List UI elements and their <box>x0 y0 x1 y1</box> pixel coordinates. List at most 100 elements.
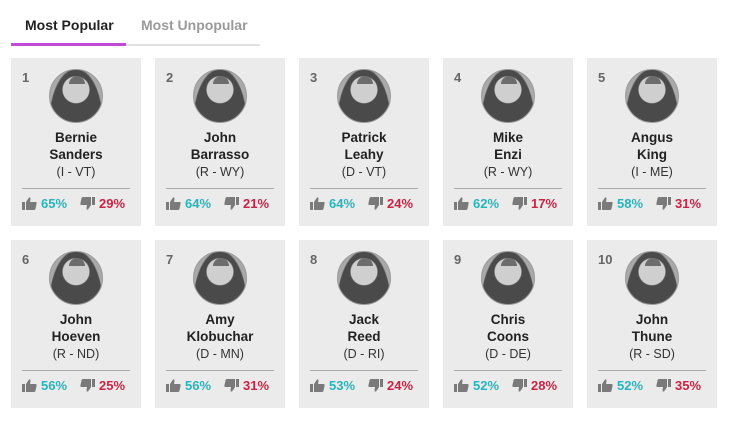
thumbs-up-icon <box>22 197 37 210</box>
first-name: John <box>59 312 93 327</box>
thumbs-down-icon <box>656 379 671 392</box>
senator-name: John Hoeven <box>11 311 141 345</box>
tab-most-unpopular[interactable]: Most Unpopular <box>141 17 248 33</box>
approve-percent: 56% <box>41 378 68 393</box>
thumbs-up-icon <box>166 197 181 210</box>
disapprove-percent: 28% <box>531 378 558 393</box>
approval-stats: 53% 24% <box>310 378 422 394</box>
divider <box>310 188 418 189</box>
last-name: Leahy <box>344 147 384 162</box>
last-name: King <box>637 147 667 162</box>
senator-name: Bernie Sanders <box>11 129 141 163</box>
approval-stats: 52% 28% <box>454 378 566 394</box>
avatar <box>337 69 391 123</box>
rank-number: 5 <box>598 70 606 85</box>
thumbs-down-icon <box>80 379 95 392</box>
senator-card[interactable]: 4 Mike Enzi (R - WY) 62% 17% <box>443 58 573 226</box>
senator-card[interactable]: 6 John Hoeven (R - ND) 56% 25% <box>11 240 141 408</box>
party-state: (D - RI) <box>343 347 385 361</box>
senator-name: Jack Reed <box>299 311 429 345</box>
last-name: Thune <box>631 329 673 344</box>
senator-name: Angus King <box>587 129 717 163</box>
thumbs-down-icon <box>368 379 383 392</box>
thumbs-down-icon <box>656 197 671 210</box>
last-name: Sanders <box>49 147 103 162</box>
thumbs-down-icon <box>512 197 527 210</box>
first-name: John <box>635 312 669 327</box>
thumbs-up-icon <box>598 379 613 392</box>
rank-number: 1 <box>22 70 30 85</box>
thumbs-down-icon <box>512 379 527 392</box>
avatar <box>193 251 247 305</box>
thumbs-down-icon <box>80 197 95 210</box>
party-state: (R - ND) <box>52 347 100 361</box>
rank-number: 8 <box>310 252 318 267</box>
last-name: Hoeven <box>51 329 101 344</box>
avatar <box>337 251 391 305</box>
approve-percent: 62% <box>473 196 500 211</box>
senator-card[interactable]: 8 Jack Reed (D - RI) 53% 24% <box>299 240 429 408</box>
tab-most-popular[interactable]: Most Popular <box>25 17 114 33</box>
first-name: Jack <box>348 312 380 327</box>
divider <box>310 370 418 371</box>
avatar <box>625 69 679 123</box>
disapprove-percent: 17% <box>531 196 558 211</box>
rank-number: 4 <box>454 70 462 85</box>
approve-percent: 53% <box>329 378 356 393</box>
senator-card[interactable]: 1 Bernie Sanders (I - VT) 65% 29% <box>11 58 141 226</box>
approve-percent: 58% <box>617 196 644 211</box>
thumbs-up-icon <box>310 197 325 210</box>
disapprove-percent: 24% <box>387 196 414 211</box>
disapprove-percent: 31% <box>243 378 270 393</box>
approval-stats: 64% 21% <box>166 196 278 212</box>
approval-stats: 56% 31% <box>166 378 278 394</box>
first-name: Amy <box>205 312 235 327</box>
approval-stats: 52% 35% <box>598 378 710 394</box>
avatar <box>49 69 103 123</box>
party-state: (R - SD) <box>629 347 675 361</box>
first-name: Patrick <box>341 130 387 145</box>
disapprove-percent: 25% <box>99 378 126 393</box>
approve-percent: 65% <box>41 196 68 211</box>
approval-stats: 62% 17% <box>454 196 566 212</box>
thumbs-up-icon <box>310 379 325 392</box>
rank-number: 9 <box>454 252 462 267</box>
thumbs-down-icon <box>224 197 239 210</box>
senator-name: John Barrasso <box>155 129 285 163</box>
senator-card[interactable]: 3 Patrick Leahy (D - VT) 64% 24% <box>299 58 429 226</box>
thumbs-down-icon <box>224 379 239 392</box>
approve-percent: 52% <box>473 378 500 393</box>
senator-card[interactable]: 2 John Barrasso (R - WY) 64% 21% <box>155 58 285 226</box>
senator-name: John Thune <box>587 311 717 345</box>
party-state: (I - VT) <box>56 165 96 179</box>
senator-card[interactable]: 7 Amy Klobuchar (D - MN) 56% 31% <box>155 240 285 408</box>
senator-card[interactable]: 9 Chris Coons (D - DE) 52% 28% <box>443 240 573 408</box>
thumbs-up-icon <box>22 379 37 392</box>
party-state: (D - DE) <box>485 347 531 361</box>
avatar <box>193 69 247 123</box>
approval-stats: 65% 29% <box>22 196 134 212</box>
disapprove-percent: 31% <box>675 196 702 211</box>
avatar <box>49 251 103 305</box>
senator-name: Amy Klobuchar <box>155 311 285 345</box>
rank-number: 2 <box>166 70 174 85</box>
senator-name: Chris Coons <box>443 311 573 345</box>
rank-number: 7 <box>166 252 174 267</box>
rank-number: 3 <box>310 70 318 85</box>
thumbs-down-icon <box>368 197 383 210</box>
approval-stats: 56% 25% <box>22 378 134 394</box>
senator-card[interactable]: 5 Angus King (I - ME) 58% 31% <box>587 58 717 226</box>
avatar <box>481 69 535 123</box>
divider <box>166 188 274 189</box>
first-name: Mike <box>492 130 523 145</box>
disapprove-percent: 24% <box>387 378 414 393</box>
divider <box>598 188 706 189</box>
thumbs-up-icon <box>598 197 613 210</box>
last-name: Klobuchar <box>186 329 254 344</box>
tab-bar: Most Popular Most Unpopular <box>11 0 260 46</box>
divider <box>454 370 562 371</box>
approve-percent: 56% <box>185 378 212 393</box>
divider <box>22 188 130 189</box>
senator-card[interactable]: 10 John Thune (R - SD) 52% 35% <box>587 240 717 408</box>
approval-stats: 58% 31% <box>598 196 710 212</box>
